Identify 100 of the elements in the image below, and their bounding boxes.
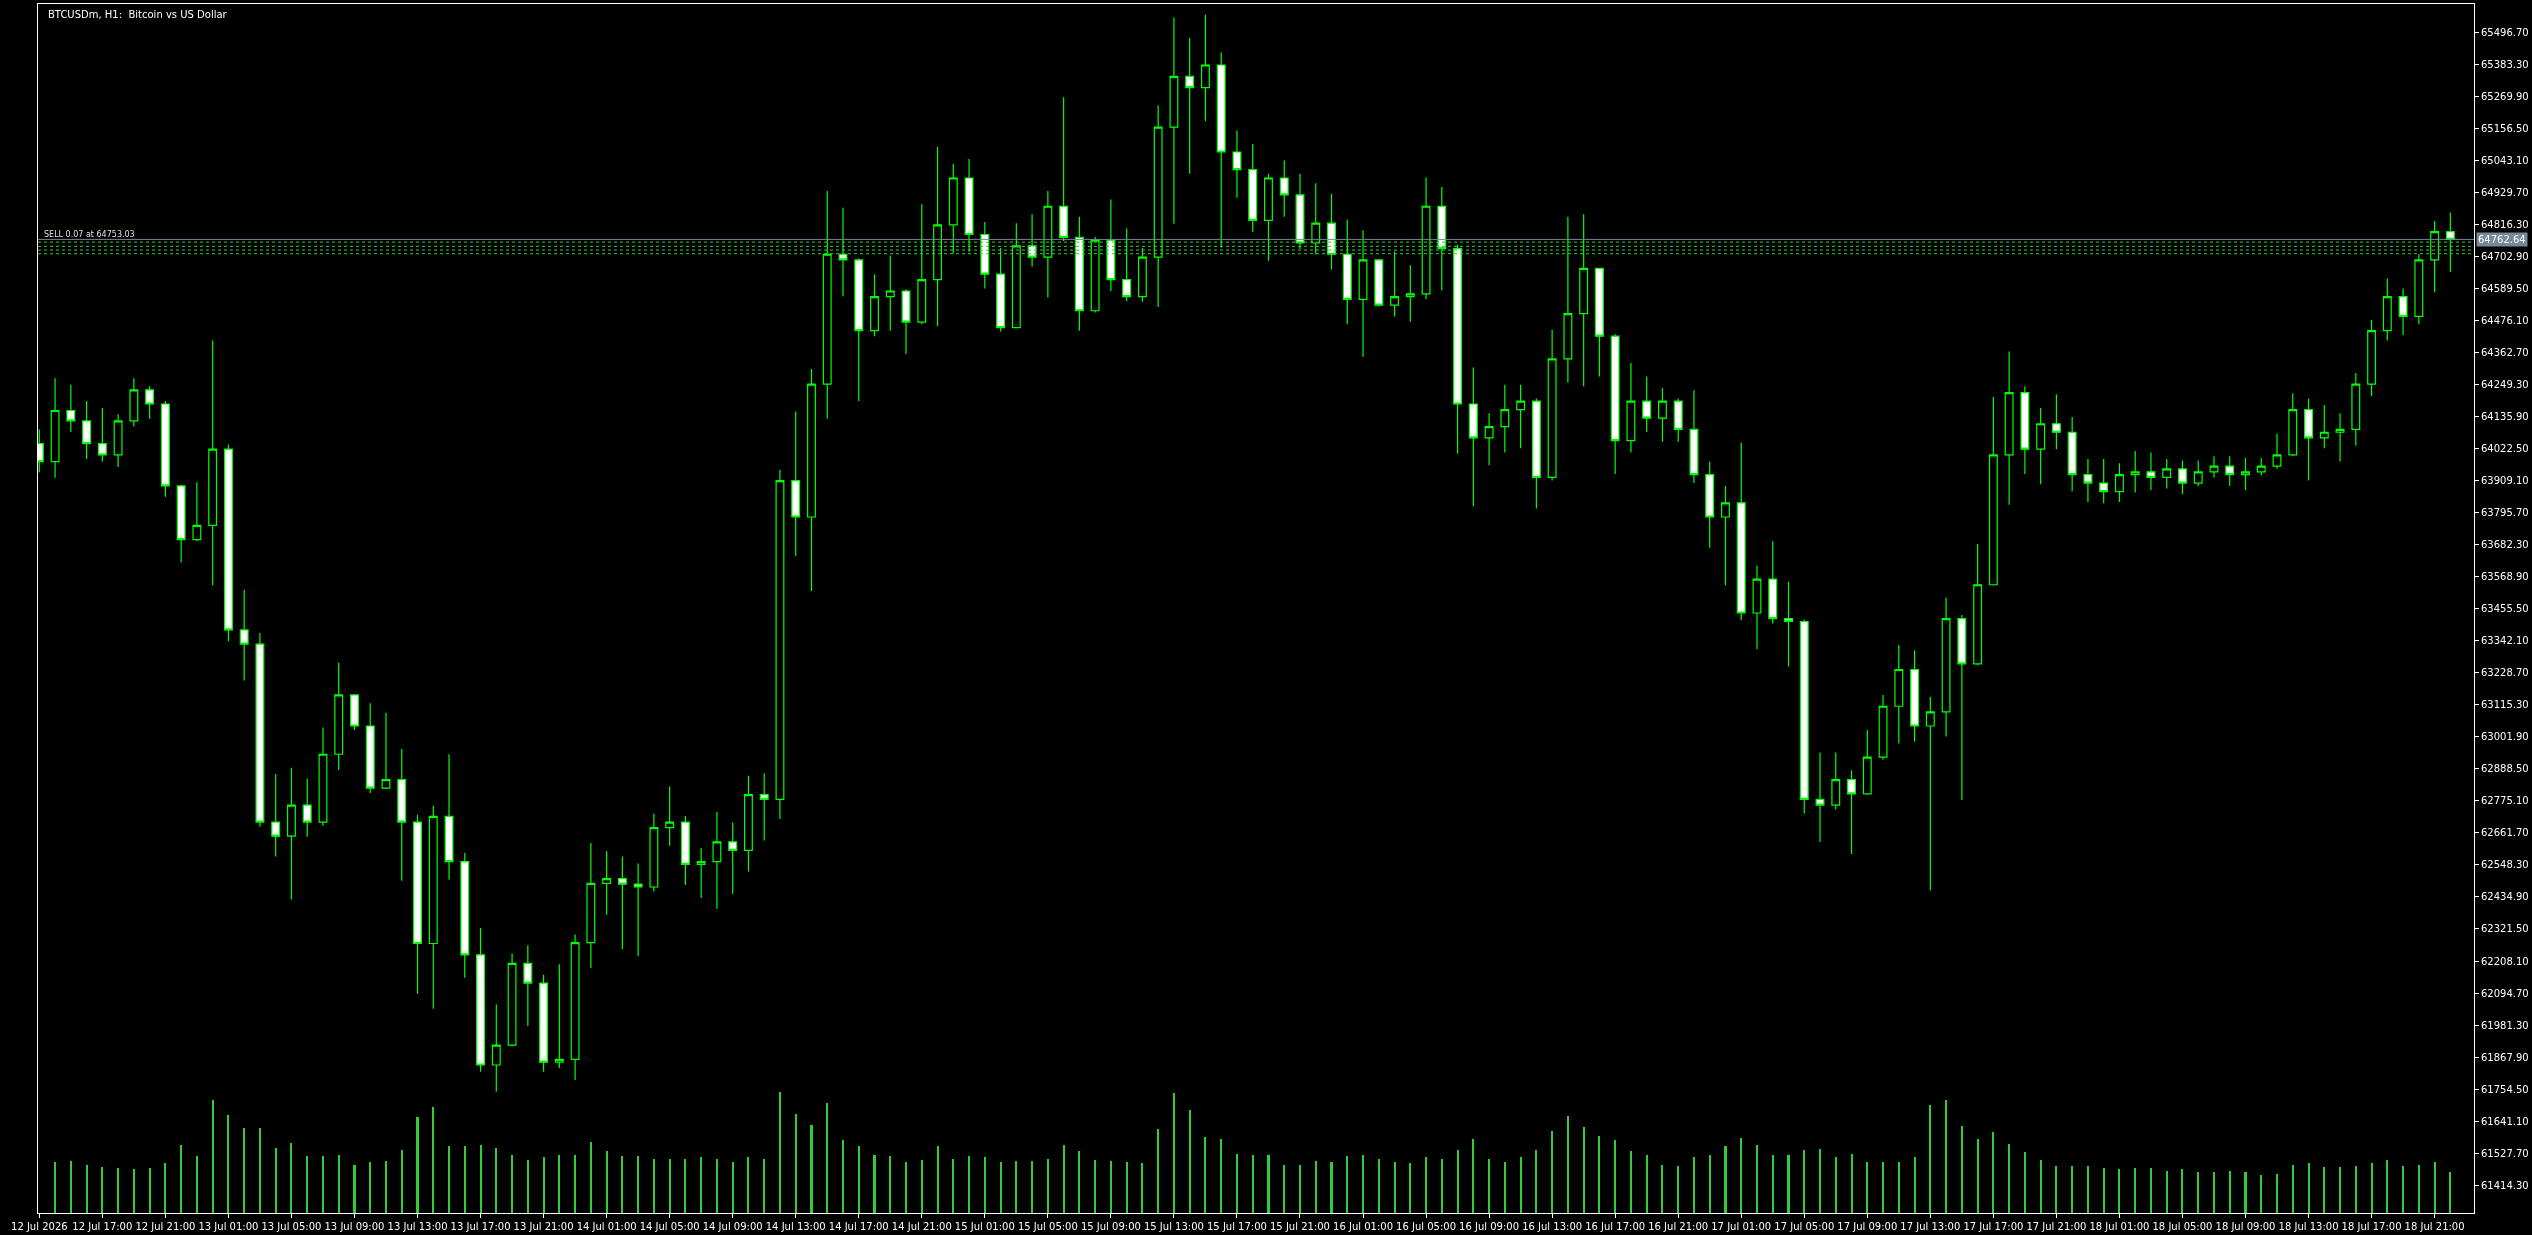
candlestick bbox=[1468, 366, 1478, 507]
candlestick bbox=[2193, 459, 2203, 487]
bar bbox=[2040, 1160, 2042, 1213]
bar bbox=[2197, 1172, 2199, 1213]
candlestick bbox=[286, 767, 296, 901]
bar bbox=[1173, 1093, 1175, 1213]
y-tick-label: 64249.30 bbox=[2481, 378, 2529, 390]
candlestick bbox=[1342, 218, 1352, 325]
x-tick-label: 17 Jul 09:00 bbox=[1837, 1221, 1898, 1232]
bar bbox=[1898, 1162, 1900, 1213]
bar bbox=[2181, 1169, 2183, 1213]
bar bbox=[1457, 1150, 1459, 1213]
bar bbox=[2103, 1168, 2105, 1213]
candlestick bbox=[2146, 451, 2156, 491]
bar bbox=[1157, 1129, 1159, 1213]
candlestick bbox=[665, 785, 675, 847]
candlestick bbox=[2225, 455, 2235, 487]
candlestick bbox=[1925, 696, 1935, 892]
bar bbox=[2118, 1169, 2120, 1213]
x-tick-label: 13 Jul 09:00 bbox=[324, 1221, 385, 1232]
candlestick bbox=[917, 203, 927, 325]
candlestick bbox=[428, 804, 438, 1010]
bar bbox=[1614, 1140, 1616, 1213]
bar bbox=[133, 1169, 135, 1213]
candlestick bbox=[1421, 176, 1431, 300]
candlestick bbox=[1768, 540, 1778, 625]
bar bbox=[1126, 1162, 1128, 1213]
candlestick bbox=[1579, 213, 1589, 387]
bar bbox=[2449, 1172, 2451, 1213]
x-tick-label: 16 Jul 21:00 bbox=[1648, 1221, 1709, 1232]
bar bbox=[700, 1157, 702, 1213]
candlestick bbox=[2288, 392, 2298, 457]
x-tick-label: 14 Jul 09:00 bbox=[702, 1221, 763, 1232]
bar bbox=[1110, 1161, 1112, 1213]
candlestick bbox=[933, 146, 943, 327]
candlestick bbox=[1862, 729, 1872, 796]
chart-title: BTCUSDm, H1: Bitcoin vs US Dollar bbox=[48, 8, 228, 20]
bar bbox=[858, 1146, 860, 1213]
bar bbox=[1409, 1163, 1411, 1213]
y-tick-label: 63001.90 bbox=[2481, 731, 2529, 743]
bar bbox=[1851, 1154, 1853, 1213]
candlestick bbox=[1878, 694, 1888, 761]
candlestick bbox=[2178, 459, 2187, 495]
y-tick-label: 64022.50 bbox=[2481, 442, 2529, 454]
candlestick bbox=[1673, 398, 1683, 443]
bar bbox=[1520, 1157, 1522, 1213]
x-tick-label: 18 Jul 05:00 bbox=[2152, 1221, 2213, 1232]
candlestick bbox=[2130, 450, 2140, 493]
bar bbox=[1535, 1150, 1537, 1213]
candlestick bbox=[885, 254, 895, 332]
bar bbox=[1598, 1136, 1600, 1213]
candlestick bbox=[2051, 393, 2061, 450]
candlestick bbox=[318, 726, 328, 827]
bar bbox=[511, 1155, 513, 1213]
y-tick-label: 63342.10 bbox=[2481, 635, 2529, 647]
x-tick-label: 15 Jul 13:00 bbox=[1143, 1221, 1204, 1232]
candlestick bbox=[1200, 14, 1210, 122]
y-tick-label: 62434.90 bbox=[2481, 891, 2529, 903]
candlestick bbox=[633, 862, 643, 957]
candlestick bbox=[365, 702, 375, 794]
bar bbox=[2260, 1175, 2262, 1213]
candlestick bbox=[1390, 251, 1399, 318]
candlestick bbox=[1957, 614, 1967, 801]
x-tick-label: 14 Jul 21:00 bbox=[891, 1221, 952, 1232]
candlestick bbox=[1752, 564, 1762, 650]
bar bbox=[968, 1156, 970, 1213]
bar bbox=[117, 1168, 119, 1213]
bar bbox=[2213, 1172, 2215, 1213]
bar bbox=[1315, 1161, 1317, 1213]
y-tick-label: 64929.70 bbox=[2481, 186, 2529, 198]
y-tick-label: 64135.90 bbox=[2481, 410, 2529, 422]
x-tick-label: 13 Jul 21:00 bbox=[513, 1221, 574, 1232]
candlestick bbox=[1531, 398, 1541, 510]
candlestick bbox=[1122, 227, 1132, 302]
candlestick bbox=[523, 944, 533, 1027]
bar bbox=[227, 1115, 229, 1213]
bar bbox=[1488, 1159, 1490, 1213]
bar bbox=[669, 1159, 671, 1213]
candlestick bbox=[1894, 644, 1904, 745]
x-tick-label: 18 Jul 09:00 bbox=[2215, 1221, 2276, 1232]
bar bbox=[2434, 1162, 2436, 1213]
ref-line-label: SELL 0.07 at 64753.03 bbox=[44, 230, 135, 239]
bar bbox=[1693, 1157, 1695, 1213]
y-tick-label: 62321.50 bbox=[2481, 923, 2529, 935]
bar bbox=[196, 1156, 198, 1213]
candlestick bbox=[1799, 618, 1809, 815]
candlestick bbox=[1988, 396, 1998, 587]
candlestick bbox=[2162, 458, 2172, 490]
bar bbox=[54, 1162, 56, 1213]
candlestick bbox=[1090, 236, 1100, 314]
candlestick bbox=[271, 773, 281, 858]
x-tick-label: 15 Jul 21:00 bbox=[1270, 1221, 1330, 1232]
bar bbox=[1661, 1165, 1663, 1213]
bar bbox=[1236, 1154, 1238, 1213]
bar bbox=[1378, 1159, 1380, 1213]
candlestick bbox=[66, 384, 76, 433]
candlestick bbox=[208, 339, 218, 586]
bar bbox=[826, 1103, 828, 1213]
x-tick-label: 18 Jul 17:00 bbox=[2341, 1221, 2402, 1232]
bar bbox=[1740, 1138, 1742, 1213]
